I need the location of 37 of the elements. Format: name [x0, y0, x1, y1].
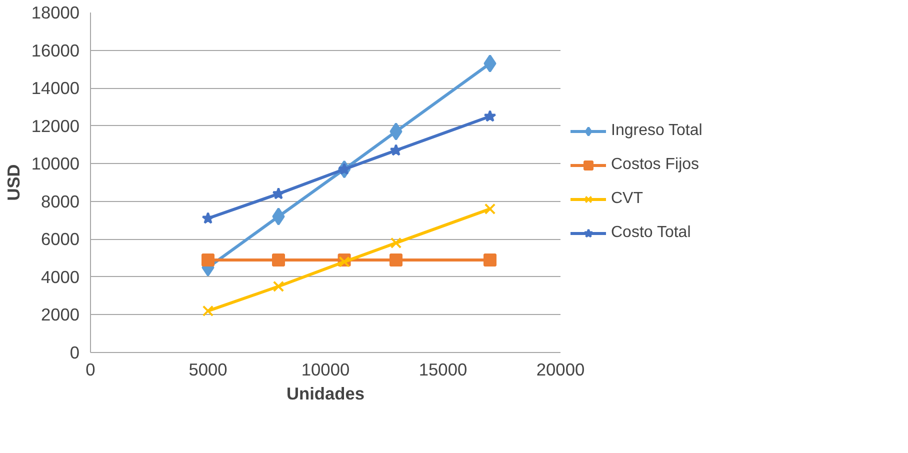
- y-axis-title: USD: [3, 164, 24, 201]
- legend-label: Costos Fijos: [611, 156, 700, 174]
- point: [272, 253, 285, 266]
- y-tick-label: 12000: [31, 116, 80, 136]
- x-axis-title: Unidades: [286, 384, 365, 404]
- legend-label: CVT: [611, 190, 643, 208]
- point: [390, 144, 402, 156]
- x-tick-label: 15000: [418, 360, 468, 380]
- point: [272, 187, 285, 200]
- y-tick-label: 4000: [40, 266, 80, 287]
- point: [484, 110, 496, 122]
- y-tick-label: 14000: [31, 78, 80, 98]
- x-tick-label: 20000: [536, 360, 585, 380]
- x-tick-label: 10000: [301, 360, 350, 380]
- point: [484, 253, 496, 266]
- point: [390, 237, 402, 249]
- y-tick-label: 18000: [31, 2, 80, 22]
- legend-label: Ingreso Total: [611, 122, 702, 140]
- y-tick-label: 8000: [40, 191, 80, 212]
- point: [484, 54, 496, 72]
- y-tick-label: 16000: [31, 40, 80, 60]
- y-tick-label: 2000: [40, 304, 80, 325]
- point: [272, 208, 285, 226]
- y-tick-label: 0: [70, 342, 80, 362]
- point: [484, 203, 496, 215]
- legend-label: Costo Total: [611, 224, 691, 242]
- x-tick-label: 0: [86, 360, 96, 380]
- point: [202, 305, 214, 317]
- point: [390, 122, 402, 140]
- point: [202, 253, 214, 266]
- point: [272, 280, 284, 292]
- y-tick-label: 10000: [31, 154, 80, 174]
- point: [390, 253, 402, 266]
- point: [202, 212, 214, 224]
- y-tick-label: 6000: [40, 229, 80, 250]
- point: [338, 256, 350, 268]
- x-tick-label: 5000: [188, 360, 228, 380]
